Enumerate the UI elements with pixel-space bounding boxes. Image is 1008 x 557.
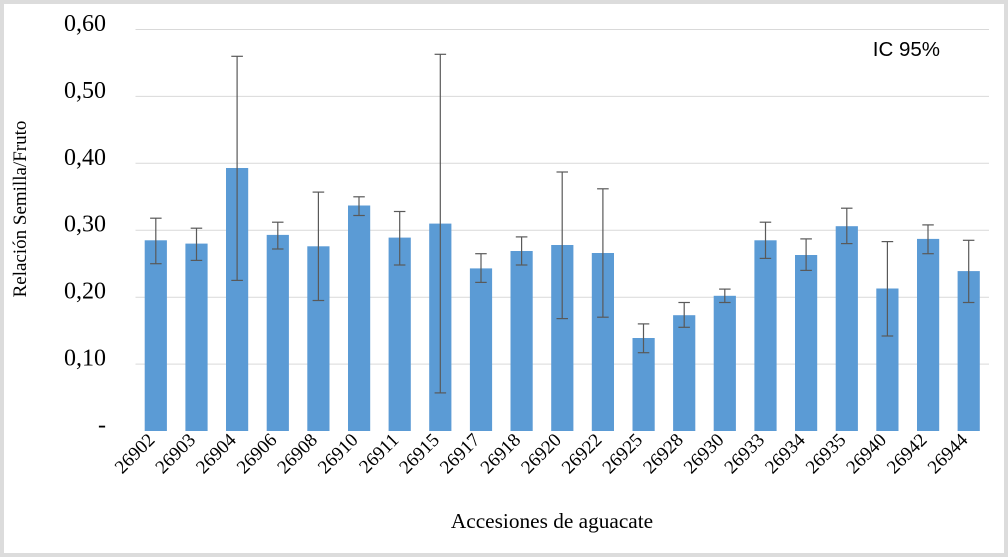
- svg-text:0,40: 0,40: [64, 145, 106, 171]
- svg-text:0,10: 0,10: [64, 346, 106, 372]
- svg-text:0,50: 0,50: [64, 78, 106, 104]
- svg-text:Relación Semilla/Fruto: Relación Semilla/Fruto: [10, 121, 31, 298]
- svg-text:0,60: 0,60: [64, 11, 106, 37]
- svg-text:Accesiones de aguacate: Accesiones de aguacate: [451, 509, 653, 533]
- svg-text:0,20: 0,20: [64, 279, 106, 305]
- svg-text:-: -: [98, 413, 106, 439]
- svg-text:IC 95%: IC 95%: [873, 38, 940, 61]
- svg-text:0,30: 0,30: [64, 212, 106, 238]
